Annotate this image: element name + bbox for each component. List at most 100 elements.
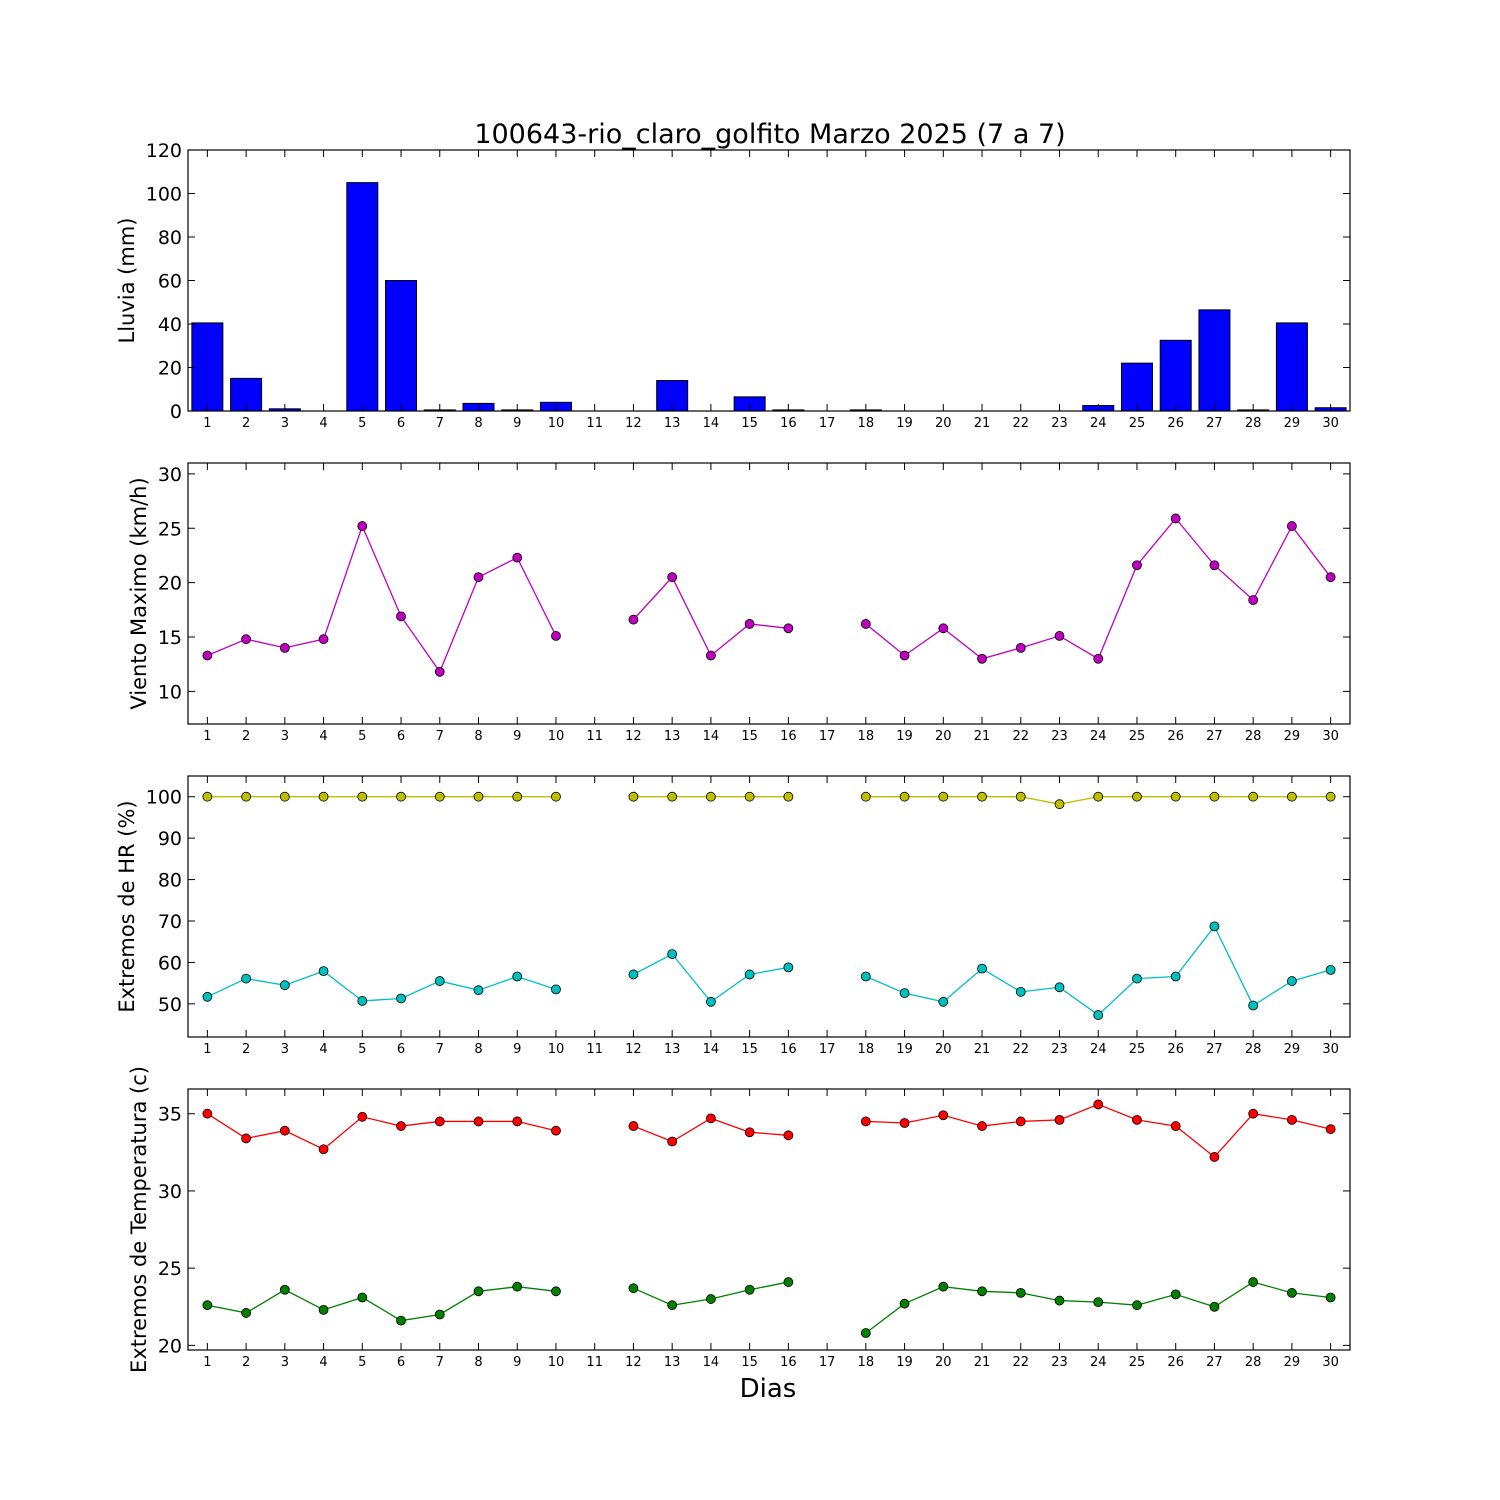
series-1-point-day-5 (357, 1111, 368, 1122)
x-tick-label: 22 (1012, 416, 1029, 431)
x-tick-label: 16 (780, 729, 797, 744)
series-2-point-day-29 (1287, 976, 1297, 986)
x-tick-label: 24 (1090, 1355, 1107, 1370)
series-1-point-day-24 (1093, 1099, 1104, 1110)
series-1-point-day-26 (1170, 791, 1181, 802)
x-tick-label: 13 (664, 729, 681, 744)
series-1-point-day-20 (938, 791, 949, 802)
series-1-point-day-6 (396, 611, 406, 622)
series-2-point-day-4 (318, 1304, 329, 1315)
x-tick-label: 28 (1245, 1355, 1262, 1370)
y-axis-label: Extremos de Temperatura (c) (127, 1066, 151, 1373)
x-tick-label: 16 (780, 1042, 797, 1057)
series-2-point-day-7 (434, 976, 445, 986)
x-tick-label: 2 (242, 1355, 250, 1370)
bar-day-6 (385, 280, 418, 412)
x-tick-label: 20 (935, 1355, 952, 1370)
x-tick-label: 19 (896, 1042, 913, 1057)
x-tick-label: 8 (474, 729, 482, 744)
series-2-point-day-19 (899, 988, 910, 998)
x-tick-label: 8 (474, 416, 482, 431)
x-tick-label: 11 (586, 1042, 603, 1057)
series-1-point-day-30 (1325, 791, 1336, 802)
panel-frame (187, 775, 1351, 1038)
x-tick-label: 14 (703, 416, 720, 431)
series-2-line-segment-3 (865, 925, 1331, 1016)
x-tick-label: 2 (242, 729, 250, 744)
x-tick-label: 6 (397, 1042, 405, 1057)
x-tick-label: 9 (513, 1355, 521, 1370)
series-1-point-day-25 (1132, 560, 1142, 571)
series-1-point-day-8 (473, 791, 484, 802)
series-1-point-day-13 (667, 572, 678, 583)
series-2-point-day-1 (202, 1300, 213, 1311)
x-tick-label: 27 (1206, 416, 1223, 431)
x-tick-label: 8 (474, 1355, 482, 1370)
series-1-point-day-9 (512, 1116, 523, 1127)
series-1-point-day-22 (1015, 642, 1026, 653)
series-1-line-segment-3 (865, 517, 1332, 660)
series-2-point-day-2 (241, 973, 252, 984)
y-tick-label: 20 (158, 358, 182, 380)
x-tick-label: 25 (1129, 729, 1146, 744)
series-1-point-day-23 (1054, 799, 1065, 810)
x-tick-label: 11 (586, 729, 603, 744)
x-tick-label: 5 (358, 416, 366, 431)
series-1-point-day-21 (977, 1121, 987, 1131)
y-tick-label: 80 (158, 227, 182, 249)
x-tick-label: 4 (319, 1355, 327, 1370)
x-tick-label: 27 (1206, 729, 1223, 744)
y-axis-label: Extremos de HR (%) (115, 800, 139, 1012)
series-1-point-day-10 (551, 1125, 561, 1136)
x-tick-label: 19 (896, 729, 913, 744)
y-tick-label: 10 (158, 681, 182, 703)
series-2-point-day-7 (434, 1309, 445, 1320)
series-2-point-day-3 (279, 1284, 290, 1295)
y-tick-label: 25 (158, 1258, 182, 1280)
x-tick-label: 30 (1322, 729, 1339, 744)
series-1-point-day-14 (706, 1113, 716, 1124)
series-2-line-segment-1 (207, 1286, 557, 1322)
series-2-point-day-10 (551, 984, 561, 995)
x-tick-label: 29 (1284, 1042, 1301, 1057)
x-tick-label: 18 (858, 729, 875, 744)
series-1-point-day-4 (318, 1144, 329, 1155)
x-tick-label: 1 (203, 1042, 211, 1057)
series-1-point-day-20 (938, 1110, 949, 1121)
x-tick-label: 1 (203, 416, 211, 431)
series-1-point-day-13 (667, 791, 678, 802)
series-1-point-day-18 (860, 619, 871, 629)
series-1-point-day-14 (706, 791, 716, 802)
series-1-point-day-8 (473, 1116, 484, 1127)
bar-day-29 (1275, 322, 1308, 412)
series-1-line-segment-3 (865, 1103, 1331, 1158)
series-1-point-day-4 (318, 634, 329, 645)
series-1-point-day-3 (279, 791, 290, 802)
series-2-point-day-30 (1325, 1292, 1336, 1303)
x-tick-label: 19 (896, 1355, 913, 1370)
x-tick-label: 4 (319, 416, 327, 431)
series-2-point-day-28 (1248, 1000, 1259, 1011)
x-tick-label: 12 (625, 416, 642, 431)
chart-title: 100643-rio_claro_golfito Marzo 2025 (7 a… (474, 119, 1065, 150)
series-1-point-day-12 (628, 1121, 639, 1131)
x-tick-label: 16 (780, 1355, 797, 1370)
x-tick-label: 29 (1284, 1355, 1301, 1370)
series-2-point-day-24 (1093, 1297, 1104, 1308)
series-1-point-day-29 (1287, 1114, 1297, 1125)
series-1-point-day-29 (1287, 521, 1297, 531)
series-2-point-day-1 (202, 991, 213, 1002)
series-1-point-day-14 (706, 650, 716, 661)
x-tick-label: 3 (281, 729, 289, 744)
x-tick-label: 7 (436, 1042, 444, 1057)
x-tick-label: 12 (625, 729, 642, 744)
series-1-line-segment-2 (632, 576, 789, 657)
series-2-line-segment-3 (865, 1281, 1331, 1334)
series-1-point-day-23 (1054, 631, 1065, 641)
x-tick-label: 14 (703, 1042, 720, 1057)
x-tick-label: 10 (548, 729, 565, 744)
x-tick-label: 23 (1051, 1042, 1068, 1057)
series-2-point-day-9 (512, 1281, 523, 1292)
x-tick-label: 11 (586, 416, 603, 431)
